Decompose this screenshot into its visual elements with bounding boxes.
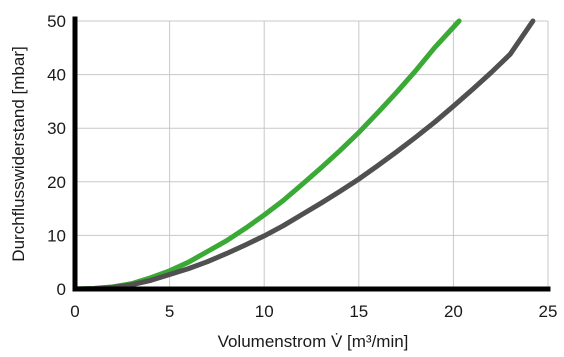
x-tick-label: 5	[165, 302, 174, 321]
y-axis-title: Durchflusswiderstand [mbar]	[9, 46, 28, 261]
y-tick-label: 0	[57, 280, 66, 299]
x-axis-title: Volumenstrom V̇ [m³/min]	[218, 332, 409, 351]
x-tick-label: 0	[70, 302, 79, 321]
series-line-1	[72, 18, 462, 292]
series-lines	[72, 18, 536, 292]
y-tick-label: 30	[47, 119, 66, 138]
y-tick-label: 40	[47, 66, 66, 85]
x-tick-label: 20	[444, 302, 463, 321]
y-tick-label: 10	[47, 226, 66, 245]
x-tick-label: 15	[349, 302, 368, 321]
series-line-2	[72, 18, 536, 292]
x-tick-label: 10	[255, 302, 274, 321]
x-tick-label: 25	[539, 302, 558, 321]
grid	[75, 20, 549, 289]
y-tick-label: 20	[47, 173, 66, 192]
tick-labels: 0 5 10 15 20 25 0 10 20 30 40 50	[47, 12, 557, 321]
y-tick-label: 50	[47, 12, 66, 31]
axes	[72, 16, 551, 292]
